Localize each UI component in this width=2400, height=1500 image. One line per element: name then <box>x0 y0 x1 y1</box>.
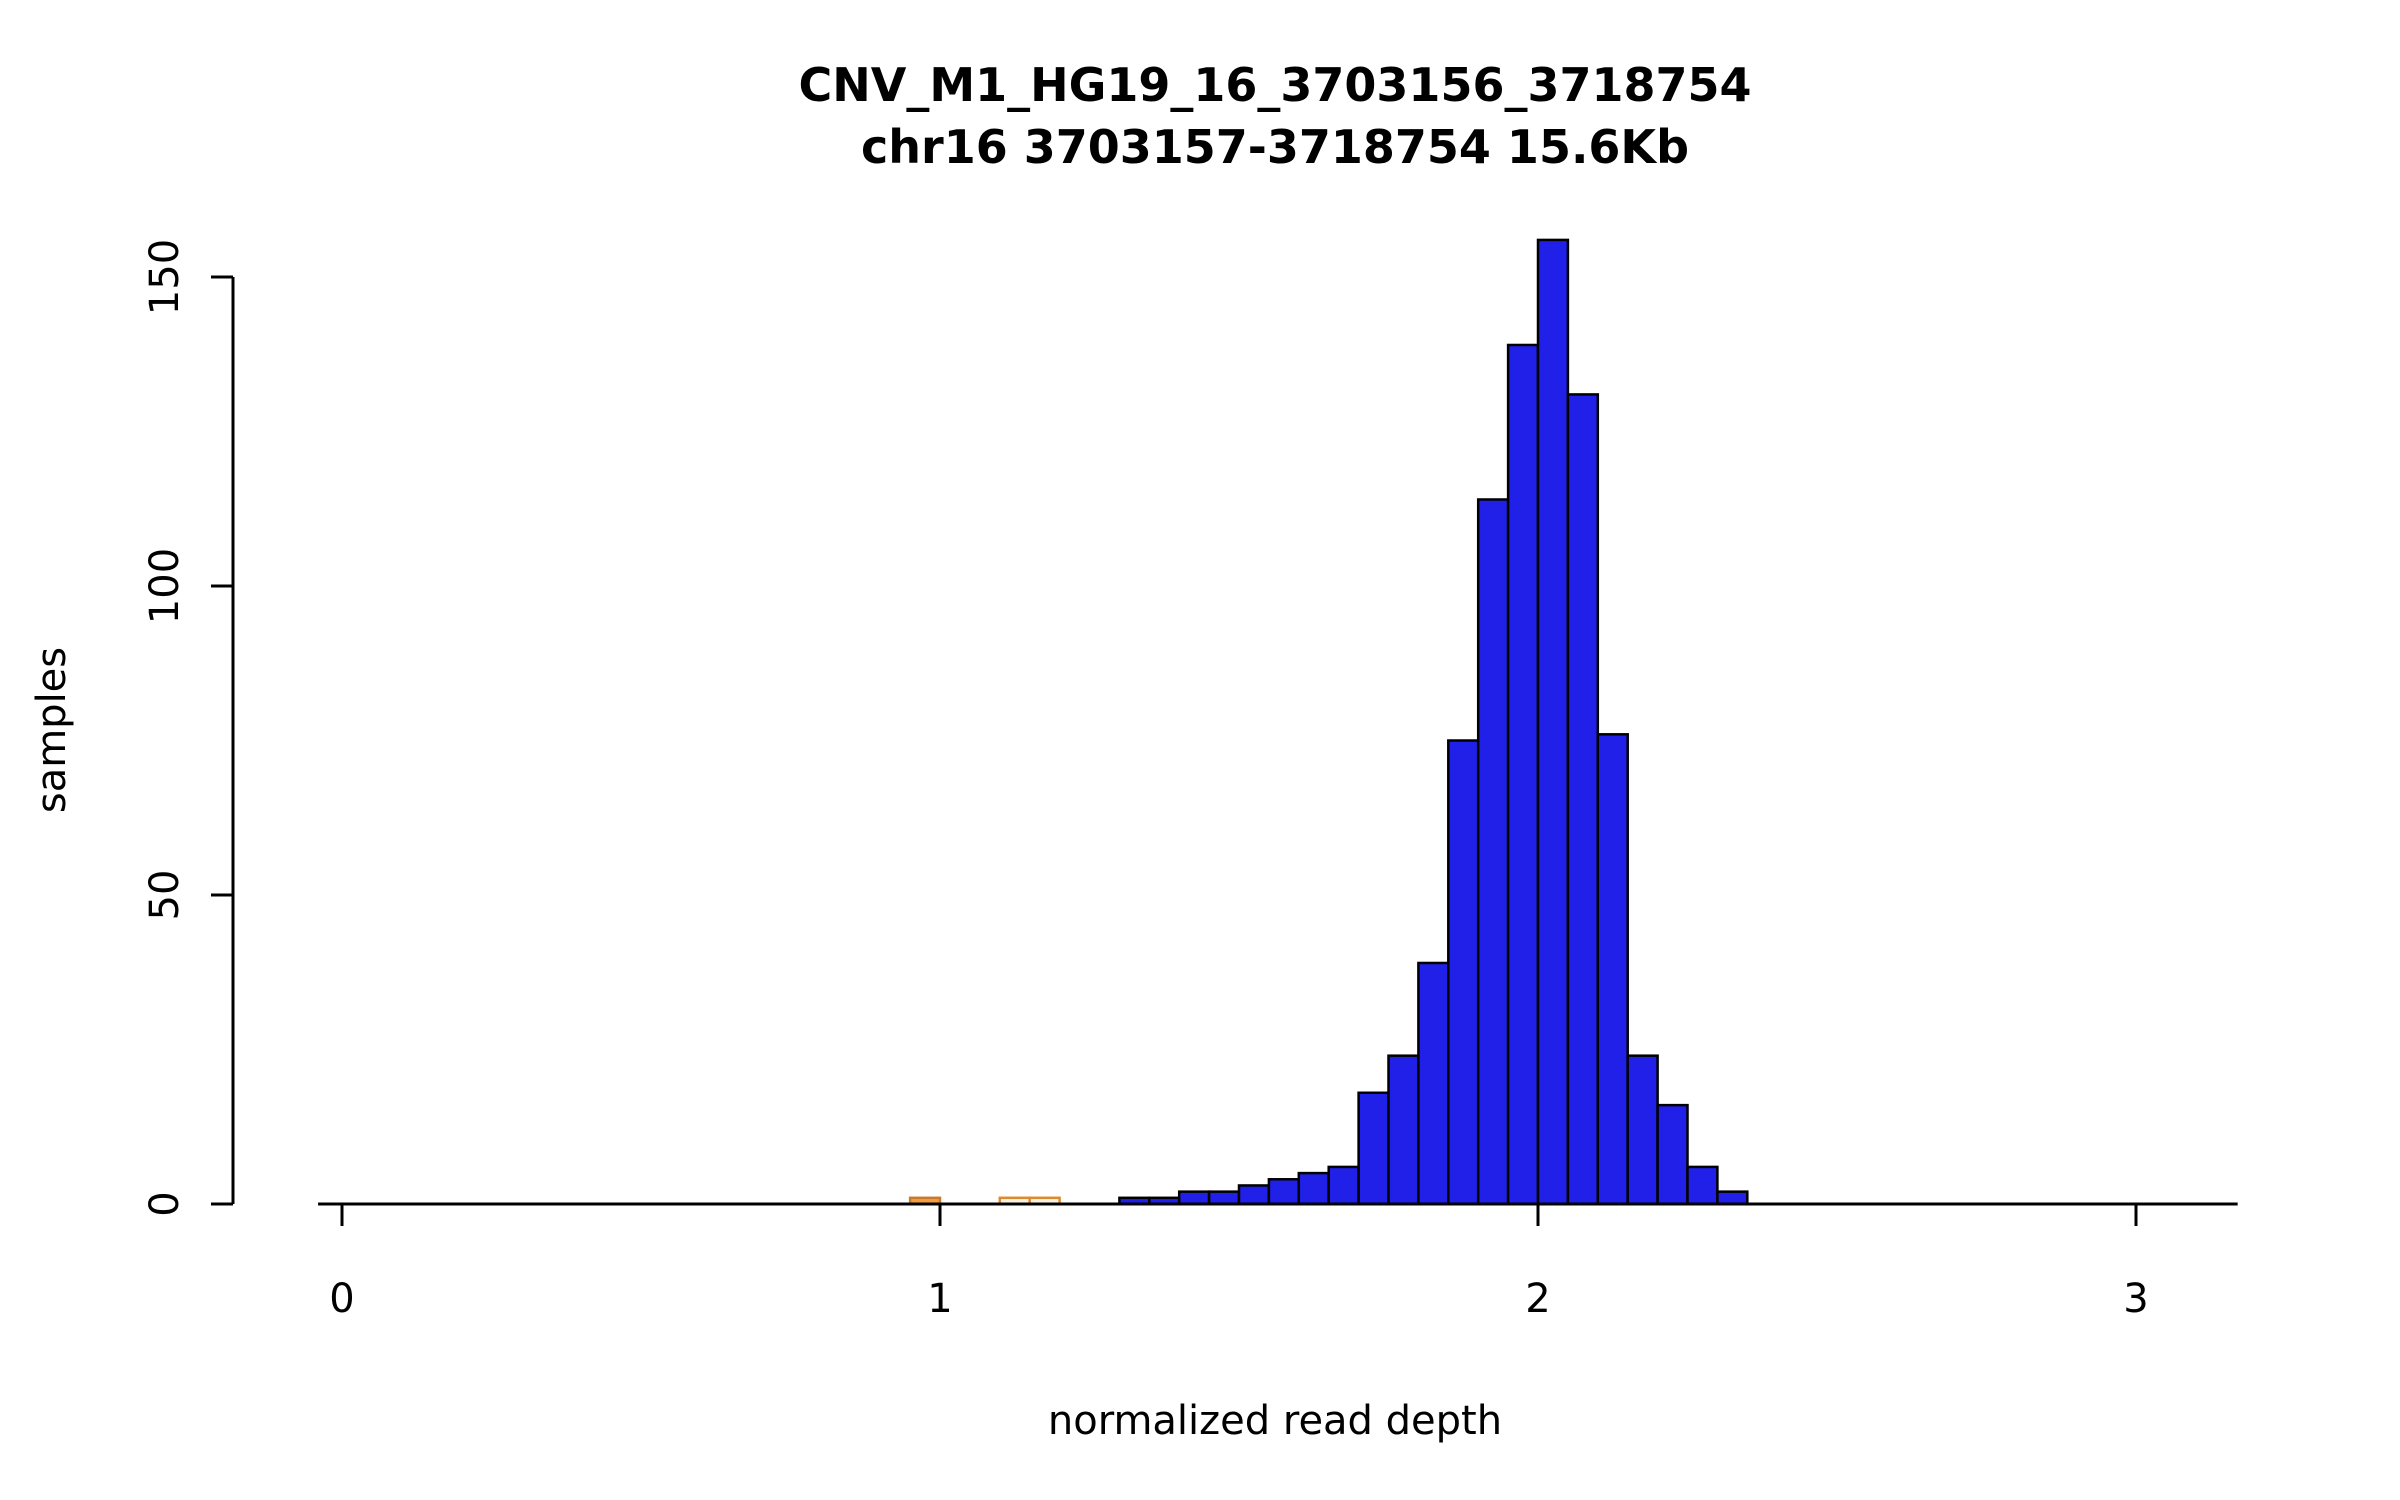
histogram-bar <box>1476 498 1510 1206</box>
y-tick-label: 150 <box>142 239 188 315</box>
histogram-bar <box>1327 1165 1360 1206</box>
histogram-bar <box>1566 393 1600 1206</box>
x-tick-label: 0 <box>329 1276 354 1322</box>
y-tick-label: 100 <box>142 548 188 624</box>
y-tick-label: 0 <box>142 1191 188 1216</box>
histogram-bar <box>1417 961 1450 1206</box>
histogram-bar <box>1626 1054 1659 1206</box>
histogram-bar <box>1716 1190 1749 1206</box>
x-axis-label: normalized read depth <box>1047 1398 1503 1444</box>
histogram-bar <box>1357 1091 1390 1206</box>
histogram-bar <box>1686 1165 1719 1206</box>
x-tick-label: 3 <box>2123 1276 2148 1322</box>
histogram-bar <box>1447 739 1480 1206</box>
histogram-bar <box>1596 733 1629 1206</box>
histogram-bar <box>1506 343 1540 1206</box>
histogram-bar <box>1536 238 1570 1206</box>
histogram-bar <box>1267 1178 1301 1206</box>
histogram-bar <box>1387 1054 1420 1206</box>
histogram-bar <box>1297 1171 1330 1206</box>
histogram-bar <box>1207 1190 1241 1206</box>
x-tick-label: 2 <box>1525 1276 1550 1322</box>
histogram-bar <box>1237 1184 1271 1206</box>
x-tick-label: 1 <box>927 1276 952 1322</box>
chart-title-line1: CNV_M1_HG19_16_3703156_3718754 <box>798 58 1752 112</box>
histogram-bar <box>1656 1103 1689 1206</box>
histogram-bar <box>1177 1190 1211 1206</box>
y-tick-label: 50 <box>142 870 188 921</box>
chart-title-line2: chr16 3703157-3718754 15.6Kb <box>861 120 1689 174</box>
